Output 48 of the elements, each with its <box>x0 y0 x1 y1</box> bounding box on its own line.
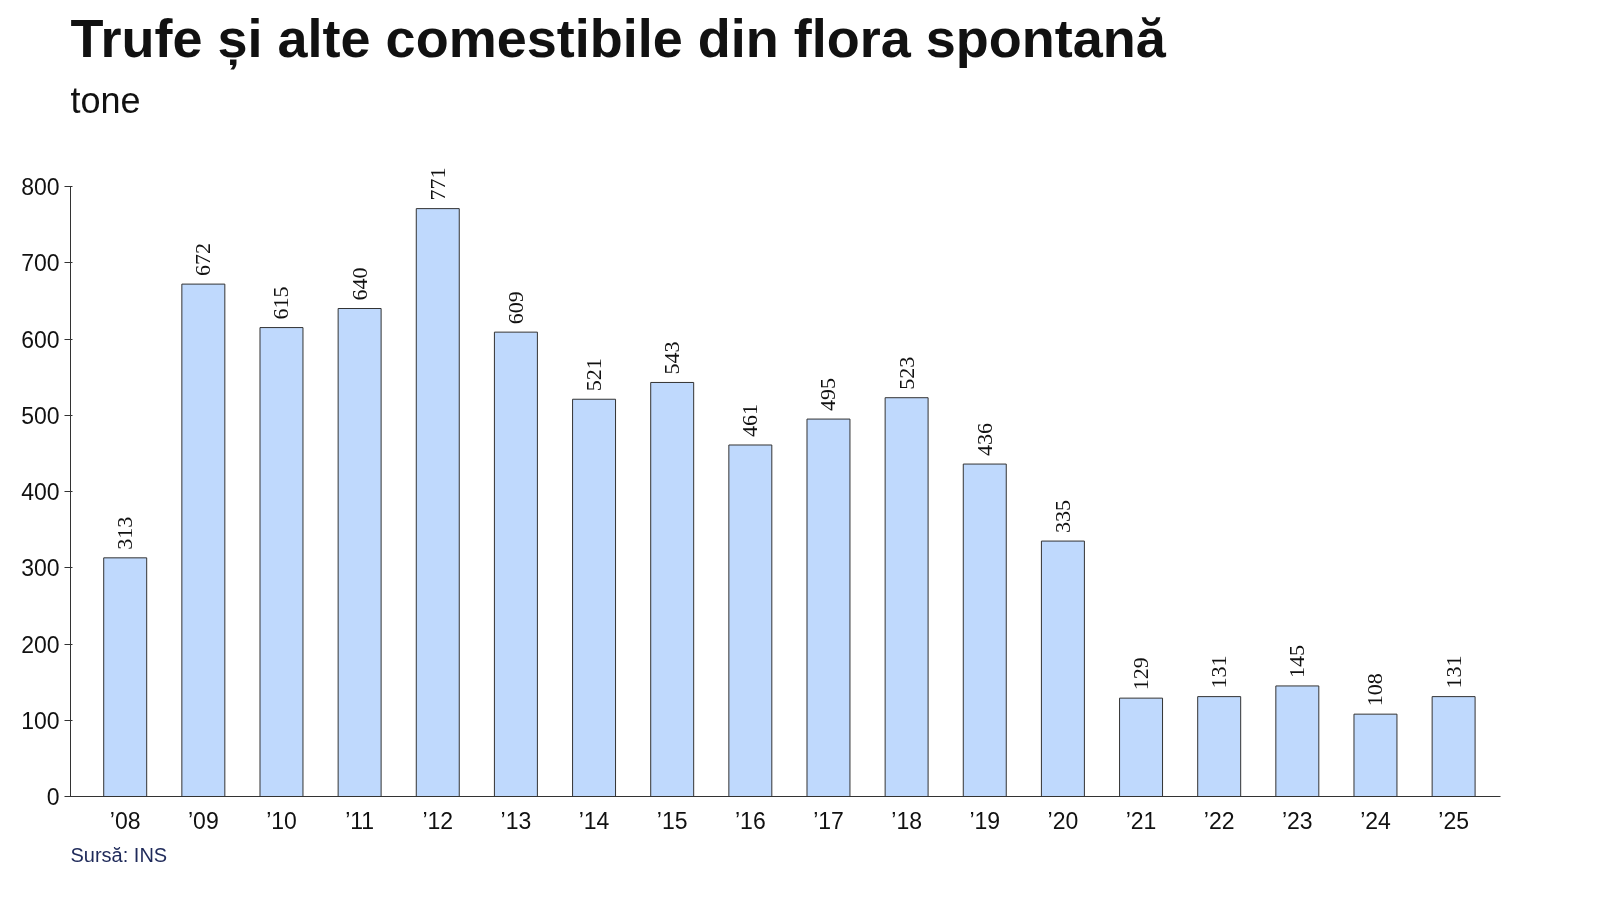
y-tick-label: 700 <box>21 250 60 277</box>
data-label: 129 <box>1128 657 1154 691</box>
y-tick-label: 600 <box>21 326 60 353</box>
y-tick-label: 400 <box>21 479 60 505</box>
data-label: 640 <box>346 267 372 301</box>
data-label: 672 <box>190 243 216 277</box>
data-label: 436 <box>971 423 997 457</box>
x-tick-label: ’10 <box>266 807 297 834</box>
x-tick-label: ’18 <box>891 807 922 834</box>
y-tick-label: 100 <box>21 707 60 734</box>
y-tick-label: 200 <box>21 631 60 658</box>
data-label: 145 <box>1284 644 1310 678</box>
chart-title: Trufe și alte comestibile din flora spontană <box>70 7 1167 70</box>
x-tick-label: ’19 <box>969 807 1001 834</box>
data-label: 461 <box>737 403 763 437</box>
y-tick-label: 300 <box>21 555 60 582</box>
data-label: 615 <box>268 286 294 320</box>
x-tick-label: ’13 <box>500 807 532 834</box>
data-label: 131 <box>1206 655 1232 689</box>
data-label: 495 <box>815 378 841 412</box>
x-tick-label: ’08 <box>109 807 141 834</box>
x-tick-label: ’09 <box>188 807 219 834</box>
x-tick-label: ’17 <box>813 807 844 834</box>
data-label: 523 <box>893 356 919 390</box>
data-label: 108 <box>1362 673 1388 707</box>
data-label: 771 <box>424 167 450 201</box>
x-tick-label: ’23 <box>1281 807 1313 834</box>
x-tick-label: ’20 <box>1047 807 1079 834</box>
data-label: 521 <box>581 358 607 392</box>
x-tick-label: ’11 <box>345 807 375 834</box>
x-tick-label: ’25 <box>1438 807 1469 834</box>
x-tick-label: ’21 <box>1125 807 1157 834</box>
x-tick-label: ’15 <box>656 807 688 834</box>
x-tick-label: ’12 <box>422 807 454 834</box>
data-label: 131 <box>1440 655 1466 689</box>
x-tick-label: ’16 <box>734 807 766 834</box>
x-tick-label: ’14 <box>578 807 610 834</box>
chart-subtitle: tone <box>70 79 141 121</box>
x-tick-label: ’22 <box>1203 807 1235 834</box>
y-tick-label: 500 <box>21 402 60 429</box>
y-tick-label: 0 <box>46 784 60 810</box>
text: Sursă: INS <box>70 843 168 866</box>
data-label: 609 <box>502 291 528 325</box>
x-tick-label: ’24 <box>1360 807 1392 834</box>
data-label: 335 <box>1049 500 1075 534</box>
data-label: 543 <box>659 341 685 375</box>
data-label: 313 <box>112 516 138 550</box>
y-tick-label: 800 <box>21 174 60 200</box>
